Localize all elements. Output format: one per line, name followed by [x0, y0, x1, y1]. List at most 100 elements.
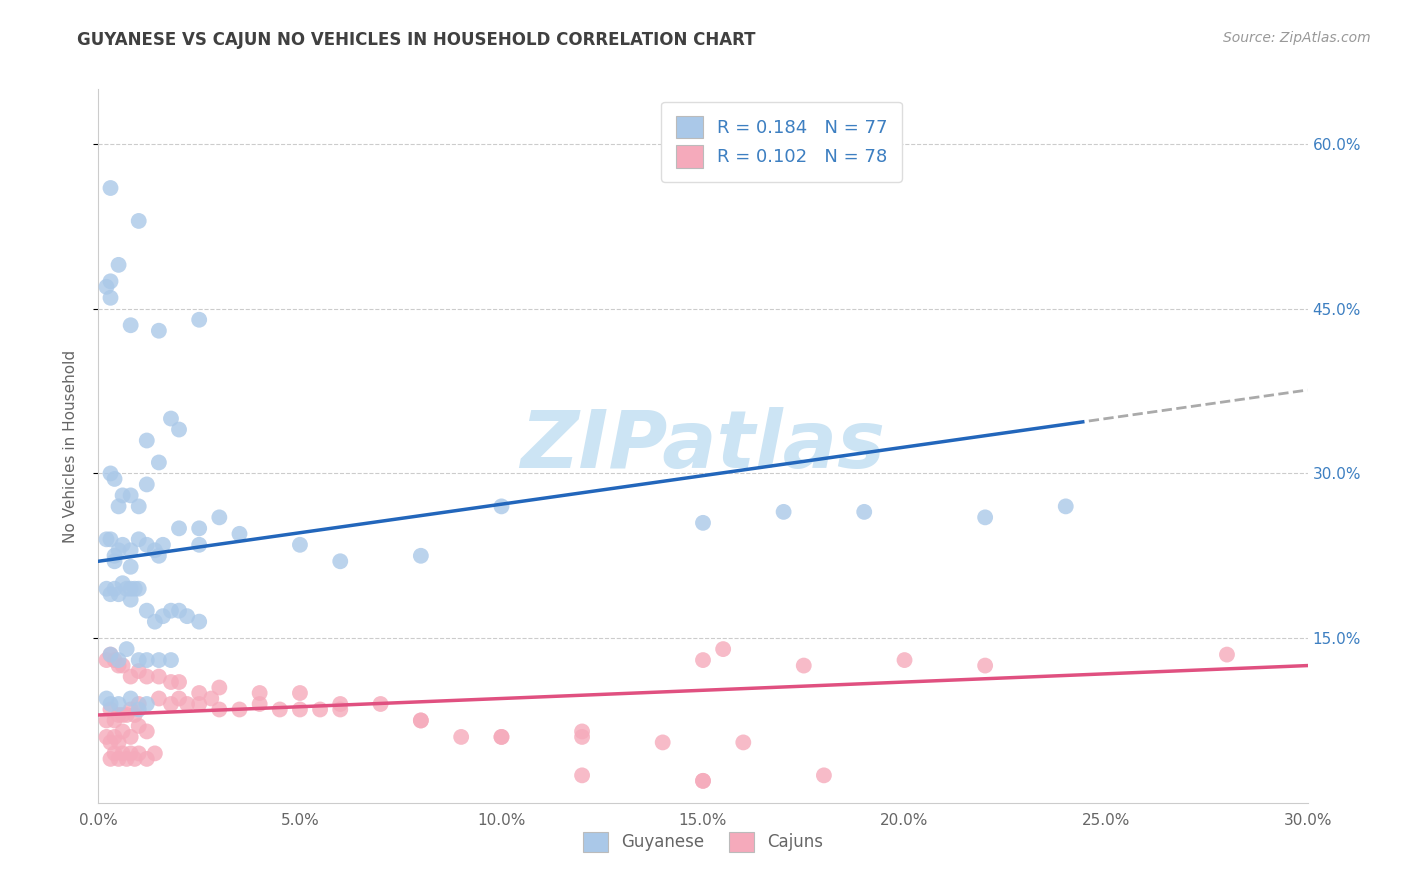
Point [135, 752, 157, 766]
Point [288, 702, 311, 716]
Point [100, 467, 122, 481]
Point [100, 735, 122, 749]
Point [107, 653, 129, 667]
Point [269, 702, 291, 716]
Point [128, 719, 150, 733]
Point [124, 582, 146, 596]
Point [188, 538, 211, 552]
Point [100, 587, 122, 601]
Text: Source: ZipAtlas.com: Source: ZipAtlas.com [1223, 31, 1371, 45]
Point [491, 730, 513, 744]
Point [96, 533, 118, 547]
Point [120, 582, 142, 596]
Point [111, 747, 134, 761]
Point [228, 702, 250, 716]
Point [188, 312, 211, 326]
Point [96, 280, 118, 294]
Point [143, 615, 166, 629]
Y-axis label: No Vehicles in Household: No Vehicles in Household [63, 350, 77, 542]
Point [651, 735, 673, 749]
Point [409, 714, 432, 728]
Point [107, 735, 129, 749]
Point [176, 697, 198, 711]
Point [692, 773, 714, 788]
Point [107, 708, 129, 723]
Point [152, 609, 174, 624]
Point [100, 702, 122, 716]
Point [1216, 648, 1239, 662]
Point [249, 686, 271, 700]
Point [120, 592, 142, 607]
Point [96, 730, 118, 744]
Point [208, 702, 231, 716]
Point [200, 691, 222, 706]
Point [148, 691, 170, 706]
Point [115, 642, 138, 657]
Point [107, 587, 129, 601]
Point [143, 543, 166, 558]
Point [128, 582, 150, 596]
Point [188, 521, 211, 535]
Point [107, 258, 129, 272]
Point [148, 549, 170, 563]
Point [135, 724, 157, 739]
Point [853, 505, 876, 519]
Point [120, 543, 142, 558]
Point [813, 768, 835, 782]
Point [571, 724, 593, 739]
Point [135, 604, 157, 618]
Point [692, 653, 714, 667]
Point [128, 653, 150, 667]
Point [128, 747, 150, 761]
Point [176, 609, 198, 624]
Point [128, 697, 150, 711]
Point [167, 675, 190, 690]
Point [249, 697, 271, 711]
Point [100, 648, 122, 662]
Point [120, 559, 142, 574]
Point [103, 472, 125, 486]
Point [103, 653, 125, 667]
Point [409, 549, 432, 563]
Point [100, 697, 122, 711]
Point [167, 604, 190, 618]
Point [135, 669, 157, 683]
Point [409, 714, 432, 728]
Point [733, 735, 755, 749]
Point [208, 681, 231, 695]
Point [208, 510, 231, 524]
Point [571, 730, 593, 744]
Point [100, 181, 122, 195]
Point [115, 582, 138, 596]
Point [160, 653, 183, 667]
Point [100, 533, 122, 547]
Point [329, 702, 352, 716]
Point [111, 488, 134, 502]
Point [124, 752, 146, 766]
Point [135, 538, 157, 552]
Point [111, 538, 134, 552]
Point [188, 686, 211, 700]
Point [143, 747, 166, 761]
Point [120, 747, 142, 761]
Point [160, 675, 183, 690]
Point [124, 708, 146, 723]
Point [103, 714, 125, 728]
Legend: Guyanese, Cajuns: Guyanese, Cajuns [576, 825, 830, 859]
Point [111, 658, 134, 673]
Point [128, 702, 150, 716]
Point [188, 615, 211, 629]
Point [115, 708, 138, 723]
Point [107, 543, 129, 558]
Point [100, 274, 122, 288]
Point [1054, 500, 1077, 514]
Point [120, 488, 142, 502]
Point [120, 669, 142, 683]
Point [135, 477, 157, 491]
Point [96, 582, 118, 596]
Point [128, 664, 150, 678]
Point [370, 697, 392, 711]
Point [692, 516, 714, 530]
Point [893, 653, 915, 667]
Point [491, 730, 513, 744]
